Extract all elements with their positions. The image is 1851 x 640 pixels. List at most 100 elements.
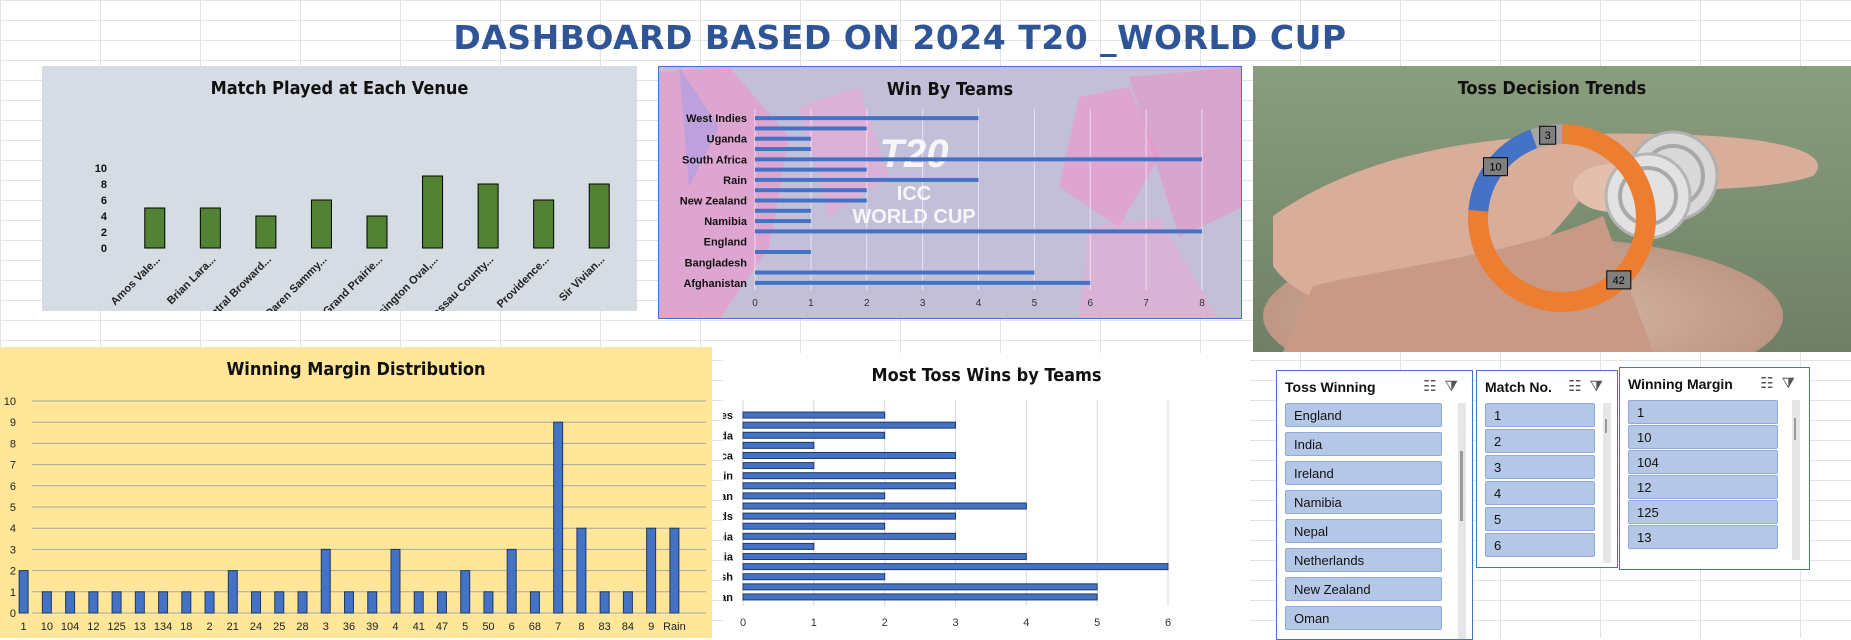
win-by-teams-panel[interactable]: Win By Teams T20 ICC WORLD CUP 0 1 2 3 4 5 6 7 8…	[658, 66, 1242, 319]
slicer-item[interactable]: 1	[1485, 403, 1595, 427]
venue-chart-panel[interactable]: Match Played at Each Venue 0 2 4 6 8 10 Amos V…	[42, 66, 637, 311]
x-tick-label: 68	[529, 621, 541, 633]
y-tick-label: Oman	[723, 491, 733, 503]
match-no-scrollbar[interactable]	[1603, 403, 1611, 563]
slicer-item[interactable]: 104	[1628, 450, 1778, 474]
winning-margin-slicer[interactable]: Winning Margin ☷⧩ 1 10 104 12 125 13	[1619, 367, 1810, 570]
x-tick-label: Grand Prairie...	[321, 254, 385, 311]
slicer-item[interactable]: New Zealand	[1285, 577, 1442, 601]
bar	[755, 188, 867, 193]
winning-margin-scrollbar[interactable]	[1792, 400, 1800, 560]
venue-chart-title: Match Played at Each Venue	[210, 78, 469, 99]
slicer-multiselect-icon[interactable]: ☷⧩	[1423, 378, 1466, 395]
y-tick-label: 6	[101, 195, 107, 207]
slicer-item[interactable]: 2	[1485, 429, 1595, 453]
x-tick-label: 6	[1165, 617, 1171, 629]
x-tick-label: 5	[1094, 617, 1100, 629]
win-by-teams-title: Win By Teams	[886, 79, 1014, 100]
y-tick-label: Netherlands	[723, 511, 733, 523]
x-tick-label: 36	[343, 621, 355, 633]
slicer-item[interactable]: Nepal	[1285, 519, 1442, 543]
slicer-item[interactable]: 1	[1628, 400, 1778, 424]
y-tick-label: West Indies	[723, 410, 733, 422]
y-tick-label: 10	[95, 163, 107, 175]
x-tick-label: 18	[180, 621, 192, 633]
bar	[755, 219, 811, 224]
bar	[158, 591, 169, 614]
bar	[599, 591, 610, 614]
slicer-clear-filter-icon[interactable]: ☷⧩	[1760, 375, 1803, 392]
bar	[320, 548, 331, 614]
y-tick-label: 9	[10, 417, 16, 429]
y-tick-label: 1	[10, 587, 16, 599]
bar	[144, 207, 166, 249]
slicer-item[interactable]: 4	[1485, 481, 1595, 505]
bar	[742, 563, 1169, 571]
slicer-filter-icon[interactable]: ☷⧩	[1568, 378, 1611, 395]
bar	[533, 199, 555, 249]
x-tick-label: 25	[273, 621, 285, 633]
bar	[755, 270, 1035, 275]
y-tick-label: Bangladesh	[723, 572, 733, 584]
slicer-item[interactable]: 6	[1485, 533, 1595, 557]
bar	[742, 492, 886, 500]
slicer-item[interactable]: 3	[1485, 455, 1595, 479]
bar	[755, 116, 979, 121]
slicer-item[interactable]: Ireland	[1285, 461, 1442, 485]
data-label: 42	[1613, 275, 1625, 287]
x-tick-label: 84	[622, 621, 634, 633]
toss-winning-scroll-thumb[interactable]	[1460, 451, 1463, 521]
bar	[742, 522, 886, 530]
slicer-item[interactable]: 13	[1628, 525, 1778, 549]
x-tick-label: 134	[154, 621, 172, 633]
slicer-item[interactable]: 5	[1485, 507, 1595, 531]
x-tick-label: 3	[920, 298, 926, 309]
x-tick-label: 7	[1143, 298, 1149, 309]
slicer-item[interactable]: India	[1285, 432, 1442, 456]
winning-margin-scroll-thumb[interactable]	[1794, 418, 1796, 440]
slicer-item[interactable]: 125	[1628, 500, 1778, 524]
bar	[742, 532, 956, 540]
x-tick-label: 4	[1023, 617, 1029, 629]
toss-winning-scrollbar[interactable]	[1458, 403, 1466, 639]
slicer-item[interactable]: 10	[1628, 425, 1778, 449]
bar	[755, 167, 867, 172]
bar	[755, 177, 979, 182]
winning-margin-panel[interactable]: Winning Margin Distribution 0 1 2 3 4 5 6 7 8 9 10…	[0, 347, 712, 638]
bar	[755, 126, 867, 131]
x-tick-label: Rain	[663, 621, 686, 633]
x-tick-label: 3	[323, 621, 329, 633]
x-tick-label: 39	[366, 621, 378, 633]
data-label: 3	[1545, 130, 1551, 142]
slicer-item[interactable]: England	[1285, 403, 1442, 427]
bar	[390, 548, 401, 614]
slicer-item[interactable]: 12	[1628, 475, 1778, 499]
toss-winning-slicer[interactable]: Toss Winning ☷⧩ England India Ireland Namib…	[1276, 370, 1473, 640]
match-no-scroll-thumb[interactable]	[1605, 419, 1607, 433]
bar	[576, 527, 587, 614]
x-tick-label: 24	[250, 621, 262, 633]
slicer-item[interactable]: Netherlands	[1285, 548, 1442, 572]
data-label-box	[1482, 157, 1508, 177]
x-tick-label: 8	[578, 621, 584, 633]
bar	[477, 183, 499, 249]
y-tick-label: Uganda	[707, 134, 748, 146]
bar	[742, 512, 956, 520]
toss-wins-panel[interactable]: Most Toss Wins by Teams 0 1 2 3 4 5 6 Afghanist…	[723, 353, 1250, 638]
slicer-item[interactable]: Namibia	[1285, 490, 1442, 514]
bar	[204, 591, 215, 614]
bar	[755, 147, 811, 152]
match-no-slicer-header: Match No.	[1485, 379, 1552, 395]
y-tick-label: 4	[101, 211, 108, 223]
bar	[755, 280, 1091, 285]
bar	[755, 198, 867, 203]
y-tick-label: 5	[10, 502, 16, 514]
y-tick-label: 0	[101, 243, 107, 255]
slicer-item[interactable]: Oman	[1285, 606, 1442, 630]
bar	[742, 542, 815, 550]
y-tick-label: 2	[101, 227, 107, 239]
toss-decision-panel[interactable]: Toss Decision Trends 42 10 3	[1253, 66, 1851, 352]
winning-margin-title: Winning Margin Distribution	[226, 359, 486, 380]
